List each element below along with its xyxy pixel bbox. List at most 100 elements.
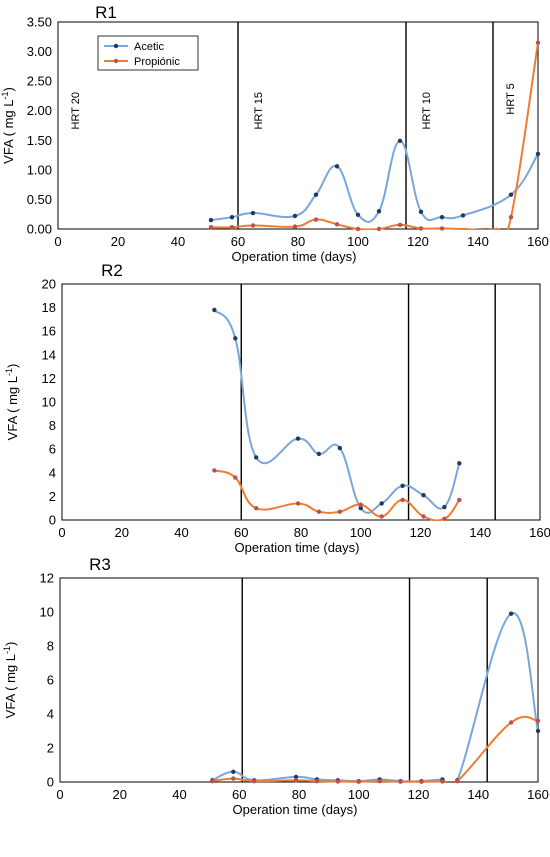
data-point-acetic [457,461,462,466]
data-point-propiónic [440,779,445,784]
series-line-acetic [210,139,538,223]
y-tick-label: 8 [49,418,56,433]
y-tick-label: 18 [42,300,56,315]
x-axis-label: Operation time (days) [233,802,358,817]
data-point-propiónic [334,222,340,227]
data-point-acetic [358,506,363,511]
y-tick-label: 10 [42,395,56,410]
phase-label: HRT 5 [505,83,517,114]
data-point-propiónic [358,502,363,507]
x-tick-label: 0 [56,787,63,802]
data-point-propiónic [455,778,460,784]
data-point-acetic [376,209,382,214]
y-tick-label: 0.00 [27,222,52,237]
data-point-acetic [508,192,514,197]
x-tick-label: 80 [294,525,308,540]
y-tick-label: 2 [49,489,56,504]
x-tick-label: 140 [469,525,491,540]
x-tick-label: 160 [529,525,550,540]
y-axis-label-close: ) [5,364,20,368]
y-tick-label: 3.00 [27,44,52,59]
phase-label: HRT 10 [421,92,433,130]
legend-entry-acetic: Acetic [134,41,164,53]
y-axis-label-close: ) [1,87,16,91]
y-tick-label: 3.50 [27,15,52,30]
x-tick-label: 120 [408,787,430,802]
panel-title: R3 [89,555,111,574]
y-axis-label-superscript: -1 [2,646,12,654]
data-point-propiónic [292,224,298,229]
data-point-propiónic [229,225,235,230]
x-tick-label: 120 [407,234,429,249]
data-point-acetic [442,504,447,510]
data-point-propiónic [253,506,259,511]
data-point-propiónic [418,226,424,231]
data-point-propiónic [251,778,257,784]
data-point-propiónic [356,779,361,784]
data-point-acetic [379,501,384,506]
x-tick-label: 40 [174,525,188,540]
data-point-propiónic [442,516,447,522]
data-point-acetic [229,214,235,220]
data-point-acetic [295,436,301,441]
x-tick-label: 0 [58,525,65,540]
x-axis-label: Operation time (days) [232,249,357,264]
series-line-acetic [211,612,538,783]
x-tick-label: 100 [350,525,372,540]
data-point-propiónic [419,779,424,784]
data-point-acetic [535,151,541,157]
y-tick-label: 14 [42,347,56,362]
data-point-propiónic [508,214,514,220]
data-point-acetic [313,192,319,197]
y-tick-label: 4 [49,465,56,480]
panel-title: R2 [101,261,123,280]
data-point-propiónic [508,720,514,725]
legend-swatch-marker [113,43,119,49]
data-point-propiónic [208,225,214,230]
y-tick-label: 2.00 [27,103,52,118]
y-tick-label: 1.50 [27,133,52,148]
plot-frame [61,283,541,521]
x-tick-label: 20 [113,787,127,802]
y-tick-label: 2 [47,741,54,756]
x-tick-label: 20 [111,234,125,249]
x-tick-label: 80 [291,234,305,249]
data-point-propiónic [314,778,320,784]
data-point-propiónic [210,778,215,784]
x-tick-label: 60 [232,787,246,802]
data-point-propiónic [439,226,445,231]
y-axis-label: VFA ( mg L-1) [0,87,16,164]
data-point-acetic [400,483,405,488]
y-tick-label: 20 [42,277,56,292]
data-point-propiónic [535,40,541,45]
y-tick-label: 2.50 [27,74,52,89]
x-tick-label: 160 [527,234,549,249]
x-tick-label: 80 [292,787,306,802]
series-line-propiónic [214,469,461,521]
data-point-propiónic [313,217,319,222]
data-point-propiónic [293,778,299,783]
data-point-propiónic [377,778,382,784]
x-tick-label: 40 [171,234,185,249]
phase-label: HRT 20 [70,92,82,130]
y-tick-label: 6 [49,442,56,457]
data-point-propiónic [316,509,322,514]
x-tick-label: 100 [348,787,370,802]
x-tick-label: 60 [234,525,248,540]
y-tick-label: 0 [49,513,56,528]
data-point-acetic [231,769,236,774]
data-point-propiónic [233,475,238,480]
data-point-acetic [355,212,361,218]
legend-entry-propiónic: Propiónic [134,56,180,68]
x-tick-label: 0 [54,234,61,249]
data-point-acetic [421,493,426,498]
y-tick-label: 1.00 [27,162,52,177]
panel-r2: R2 0 2 4 6 8 10 12 14 16 18 20 0 20 40 60 80 100 120 140 160… [4,261,550,555]
x-axis-label: Operation time (days) [235,540,360,555]
series-line-propiónic [212,715,538,783]
data-point-propiónic [421,514,426,519]
data-point-propiónic [335,779,341,784]
data-point-acetic [334,164,340,169]
y-tick-label: 16 [42,324,56,339]
data-point-propiónic [376,226,382,232]
